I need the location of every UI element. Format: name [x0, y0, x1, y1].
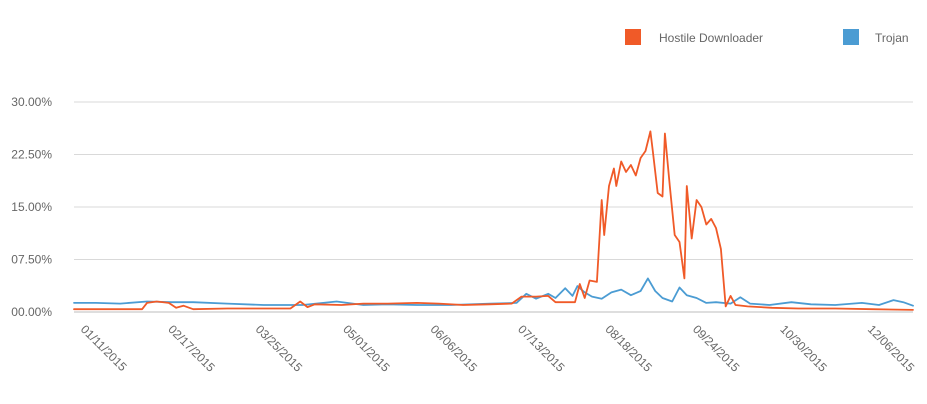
- legend-label[interactable]: Trojan: [875, 31, 909, 45]
- x-tick-label: 06/06/2015: [428, 322, 481, 375]
- series-line-hostile-downloader: [73, 130, 914, 311]
- y-axis-ticks: 00.00% 07.50% 15.00% 22.50% 30.00%: [11, 95, 52, 319]
- x-tick-label: 01/11/2015: [78, 322, 130, 374]
- series-lines: [73, 130, 914, 311]
- x-tick-label: 10/30/2015: [777, 322, 830, 375]
- y-tick-label: 22.50%: [11, 148, 52, 162]
- grid-lines: [74, 101, 913, 313]
- x-tick-label: 08/18/2015: [603, 322, 656, 375]
- y-tick-label: 30.00%: [11, 95, 52, 109]
- y-tick-label: 07.50%: [11, 253, 52, 267]
- x-axis-ticks: 01/11/2015 02/17/2015 03/25/2015 05/01/2015…: [78, 322, 918, 375]
- x-tick-label: 07/13/2015: [515, 322, 568, 375]
- legend-swatch: [625, 29, 641, 45]
- y-tick-label: 00.00%: [11, 305, 52, 319]
- series-line-trojan: [73, 277, 914, 307]
- x-tick-label: 12/06/2015: [865, 322, 918, 375]
- x-tick-label: 05/01/2015: [340, 322, 393, 375]
- x-tick-label: 02/17/2015: [165, 322, 218, 375]
- y-tick-label: 15.00%: [11, 200, 52, 214]
- x-tick-label: 09/24/2015: [690, 322, 743, 375]
- legend-swatch: [843, 29, 859, 45]
- legend: Hostile Downloader Trojan: [625, 29, 909, 45]
- legend-label[interactable]: Hostile Downloader: [659, 31, 763, 45]
- x-tick-label: 03/25/2015: [253, 322, 306, 375]
